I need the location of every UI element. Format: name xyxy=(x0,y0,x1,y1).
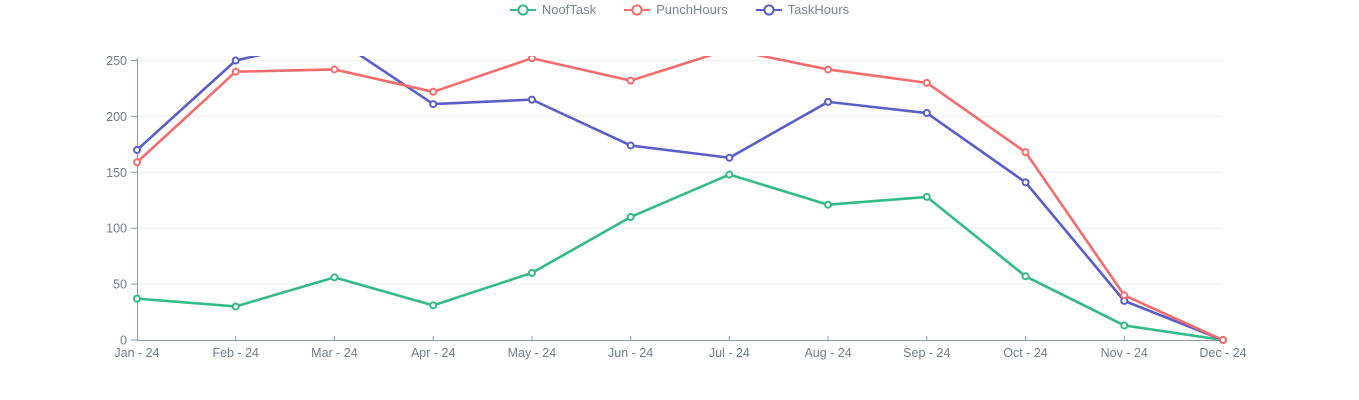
x-axis-label: May - 24 xyxy=(508,346,557,360)
legend-label: NoofTask xyxy=(541,2,597,17)
data-point[interactable] xyxy=(626,141,635,150)
x-axis-label: Feb - 24 xyxy=(212,346,259,360)
data-point[interactable] xyxy=(330,65,339,74)
data-point[interactable] xyxy=(231,302,240,311)
data-point[interactable] xyxy=(133,145,141,154)
legend-label: PunchHours xyxy=(656,2,728,17)
data-point[interactable] xyxy=(1021,178,1030,187)
y-axis-label: 150 xyxy=(106,166,127,180)
data-point[interactable] xyxy=(726,46,732,52)
x-axis-label: Jun - 24 xyxy=(608,346,653,360)
chart-legend: NoofTask PunchHours TaskHours xyxy=(0,1,1359,19)
x-axis-label: Dec - 24 xyxy=(1199,346,1246,360)
data-point[interactable] xyxy=(330,273,339,282)
series-path xyxy=(135,56,1225,342)
data-point[interactable] xyxy=(922,109,931,118)
data-point[interactable] xyxy=(231,67,240,76)
data-point[interactable] xyxy=(824,65,833,74)
data-point[interactable] xyxy=(527,95,536,104)
data-point[interactable] xyxy=(824,200,833,209)
data-point[interactable] xyxy=(1120,321,1129,330)
data-point[interactable] xyxy=(331,35,337,41)
data-point[interactable] xyxy=(626,213,635,222)
y-axis-label: 200 xyxy=(106,110,127,124)
data-point[interactable] xyxy=(133,158,141,167)
data-point[interactable] xyxy=(429,100,438,109)
data-point[interactable] xyxy=(824,97,833,106)
series-line-nooftask xyxy=(133,170,1227,344)
data-point[interactable] xyxy=(133,294,141,303)
data-point[interactable] xyxy=(626,76,635,85)
data-point[interactable] xyxy=(429,301,438,310)
legend-item-nooftask[interactable]: NoofTask xyxy=(509,2,597,17)
y-axis-label: 50 xyxy=(113,278,127,292)
x-axis-label: Aug - 24 xyxy=(804,346,851,360)
legend-item-taskhours[interactable]: TaskHours xyxy=(755,2,850,17)
data-point[interactable] xyxy=(1021,272,1030,281)
data-point[interactable] xyxy=(231,56,240,65)
line-series-icon xyxy=(624,4,651,16)
x-axis-label: Mar - 24 xyxy=(311,346,358,360)
data-point[interactable] xyxy=(527,268,536,277)
series-path xyxy=(135,56,1225,342)
x-axis-label: Nov - 24 xyxy=(1101,346,1148,360)
line-series-icon xyxy=(509,4,536,16)
data-point[interactable] xyxy=(922,78,931,87)
data-point[interactable] xyxy=(725,153,734,162)
data-point[interactable] xyxy=(1120,291,1129,300)
x-axis-label: Jul - 24 xyxy=(709,346,750,360)
data-point[interactable] xyxy=(1219,336,1227,344)
data-point[interactable] xyxy=(725,170,734,179)
x-axis-label: Jan - 24 xyxy=(114,346,159,360)
y-axis-label: 0 xyxy=(120,334,127,348)
legend-label: TaskHours xyxy=(787,2,850,17)
x-axis-label: Sep - 24 xyxy=(903,346,950,360)
series-path xyxy=(135,173,1225,342)
legend-item-punchhours[interactable]: PunchHours xyxy=(624,3,728,17)
y-axis-label: 250 xyxy=(106,54,127,68)
series-line-punchhours xyxy=(133,46,1227,344)
data-point[interactable] xyxy=(1021,148,1030,157)
data-point[interactable] xyxy=(527,55,536,63)
series-line-taskhours xyxy=(133,35,1227,344)
x-axis-label: Apr - 24 xyxy=(411,346,456,360)
x-axis-label: Oct - 24 xyxy=(1003,346,1048,360)
y-axis-label: 100 xyxy=(106,222,127,236)
data-point[interactable] xyxy=(922,192,931,201)
data-point[interactable] xyxy=(429,87,438,96)
line-series-icon xyxy=(755,4,782,16)
